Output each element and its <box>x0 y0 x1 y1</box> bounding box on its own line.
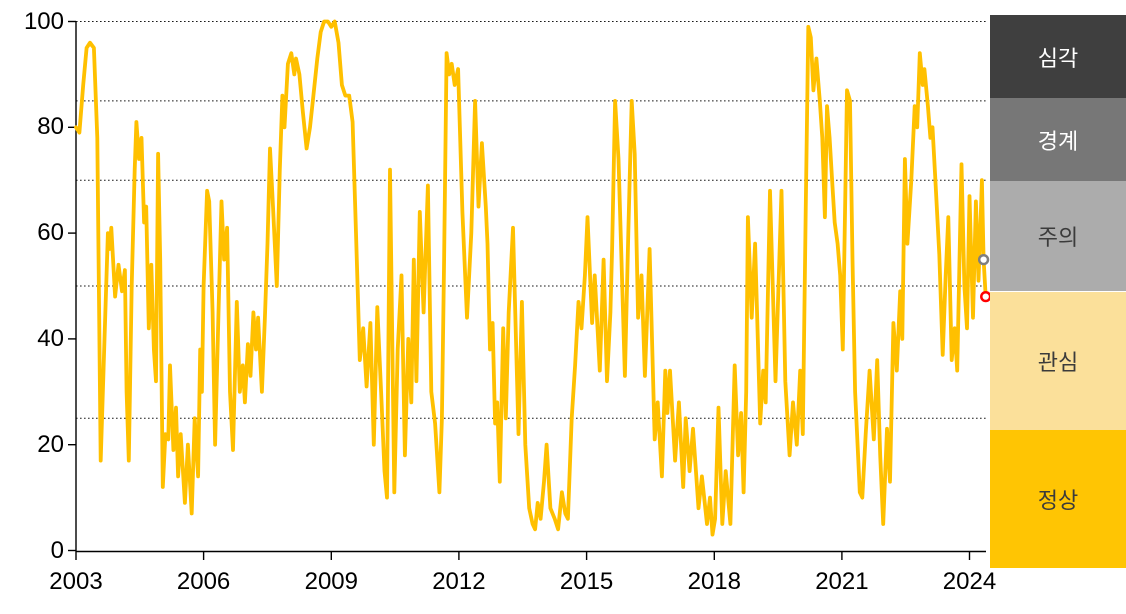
series-line-group <box>74 19 988 537</box>
y-tick-label-100: 100 <box>23 7 64 35</box>
x-tick-label-2006: 2006 <box>176 568 231 595</box>
y-tick-label-80: 80 <box>37 113 64 141</box>
x-tick-label-2021: 2021 <box>815 568 869 595</box>
zone-severe-label: 심각 <box>1037 45 1079 71</box>
x-tick-label-2003: 2003 <box>49 568 103 595</box>
axes <box>68 20 986 560</box>
zone-normal-label: 정상 <box>1037 487 1079 513</box>
zone-attention: 관심 <box>990 291 1126 430</box>
zone-warning-label: 경계 <box>1037 128 1079 154</box>
series-line-stress-index <box>74 19 988 537</box>
zone-normal: 정상 <box>990 429 1126 569</box>
zone-severe: 심각 <box>990 15 1126 98</box>
y-tick-label-60: 60 <box>37 219 64 247</box>
latest-point-marker <box>980 290 992 303</box>
x-tick-label-2024: 2024 <box>942 568 997 595</box>
previous-point-marker <box>977 253 990 266</box>
x-tick-label-2012: 2012 <box>432 568 486 595</box>
zone-caution: 주의 <box>990 180 1126 292</box>
x-tick-label-2009: 2009 <box>304 568 358 595</box>
x-tick-label-2015: 2015 <box>559 568 614 595</box>
x-tick-label-2018: 2018 <box>687 568 741 595</box>
zone-warning: 경계 <box>990 98 1126 181</box>
zone-attention-label: 관심 <box>1037 349 1079 375</box>
y-tick-label-0: 0 <box>50 536 64 564</box>
y-tick-label-20: 20 <box>37 430 64 458</box>
zone-caution-label: 주의 <box>1037 225 1079 251</box>
y-tick-label-40: 40 <box>37 324 64 352</box>
